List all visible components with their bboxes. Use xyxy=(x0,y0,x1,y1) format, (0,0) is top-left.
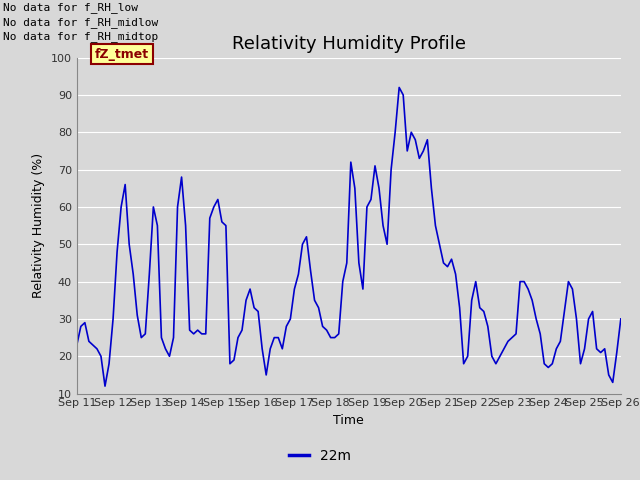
Text: No data for f_RH_low: No data for f_RH_low xyxy=(3,2,138,13)
Legend: 22m: 22m xyxy=(283,443,357,468)
Text: fZ_tmet: fZ_tmet xyxy=(95,48,149,60)
Title: Relativity Humidity Profile: Relativity Humidity Profile xyxy=(232,35,466,53)
Text: No data for f_RH_midtop: No data for f_RH_midtop xyxy=(3,31,159,42)
X-axis label: Time: Time xyxy=(333,414,364,427)
Y-axis label: Relativity Humidity (%): Relativity Humidity (%) xyxy=(33,153,45,298)
Text: No data for f_RH_midlow: No data for f_RH_midlow xyxy=(3,17,159,28)
